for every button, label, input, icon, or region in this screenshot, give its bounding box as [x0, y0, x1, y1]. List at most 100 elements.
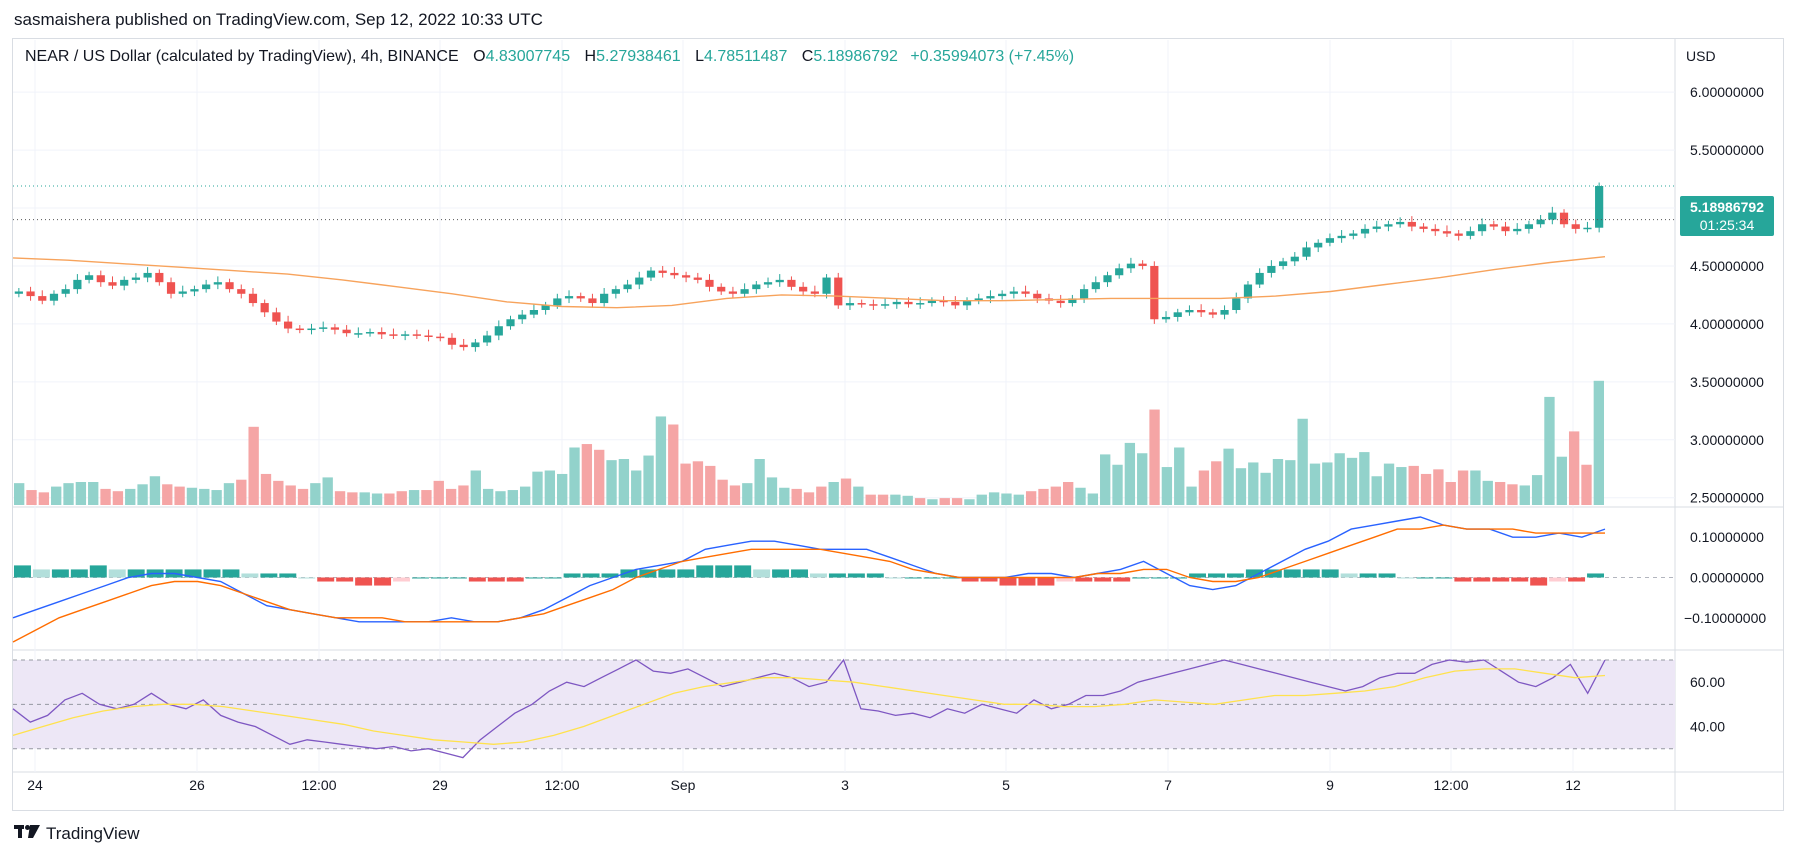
- candle-body: [635, 277, 644, 285]
- candle-body: [1595, 186, 1604, 228]
- volume-bar: [1556, 456, 1567, 505]
- legend-symbol: NEAR / US Dollar (calculated by TradingV…: [25, 48, 459, 65]
- candle-body: [518, 314, 527, 320]
- volume-bar: [729, 485, 741, 505]
- volume-bar: [1211, 461, 1222, 505]
- volume-bar: [334, 491, 346, 505]
- volume-bar: [680, 463, 691, 505]
- macd-histogram-bar: [336, 577, 354, 582]
- candle-body: [623, 284, 632, 290]
- volume-bar: [38, 492, 50, 505]
- volume-bar: [1075, 487, 1086, 505]
- volume-bar: [902, 495, 913, 505]
- volume-bar: [495, 491, 506, 505]
- volume-bar: [1482, 480, 1493, 505]
- macd-histogram-bar: [1151, 577, 1169, 579]
- volume-bar: [1396, 467, 1407, 505]
- volume-bar: [1223, 448, 1234, 505]
- volume-bar: [1248, 462, 1259, 505]
- price-tick-label: 2.50000000: [1690, 490, 1764, 506]
- candle-body: [799, 286, 808, 292]
- macd-histogram-bar: [961, 577, 979, 582]
- candle-body: [354, 333, 363, 335]
- volume-bar: [717, 479, 728, 505]
- volume-bar: [890, 494, 901, 505]
- volume-bar: [408, 490, 420, 505]
- macd-histogram-bar: [1492, 577, 1510, 582]
- volume-bar: [421, 490, 432, 505]
- legend-high-value: 5.27938461: [596, 48, 681, 65]
- bar-countdown: 01:25:34: [1699, 217, 1755, 233]
- last-price-value: 5.18986792: [1690, 199, 1764, 215]
- last-price-tag: 5.18986792 01:25:34: [1680, 196, 1774, 236]
- macd-histogram-bar: [999, 577, 1017, 586]
- macd-histogram-bar: [696, 565, 714, 578]
- candle-body: [401, 334, 410, 336]
- volume-bar: [1334, 453, 1345, 505]
- volume-bar: [1445, 482, 1456, 505]
- price-tick-label: 4.50000000: [1690, 258, 1764, 274]
- macd-histogram-bar: [923, 577, 941, 579]
- rsi-tick-label: 40.00: [1690, 719, 1725, 735]
- volume-bar: [1494, 482, 1506, 505]
- macd-histogram-bar: [1454, 577, 1472, 582]
- volume-bar: [1593, 380, 1604, 505]
- volume-bar: [1581, 464, 1592, 505]
- candle-body: [822, 277, 831, 294]
- macd-histogram-bar: [51, 569, 69, 578]
- macd-histogram-bar: [506, 577, 524, 582]
- candle-body: [740, 289, 749, 294]
- macd-histogram-bar: [1226, 573, 1244, 578]
- macd-line: [12, 516, 1606, 623]
- candle-body: [26, 291, 35, 297]
- macd-histogram-bar: [279, 573, 297, 578]
- candle-body: [1068, 298, 1077, 304]
- candle-body: [1278, 261, 1288, 266]
- macd-histogram-bar: [1302, 569, 1320, 578]
- volume-bar: [507, 490, 518, 505]
- volume-bar: [914, 498, 926, 505]
- macd-histogram-bar: [620, 569, 638, 578]
- macd-histogram-bar: [885, 577, 903, 579]
- volume-bar: [581, 444, 593, 505]
- macd-histogram-bar: [203, 569, 221, 578]
- candle-body: [1220, 310, 1229, 315]
- macd-tick-label: −0.10000000: [1684, 610, 1766, 626]
- volume-bar: [951, 498, 963, 505]
- volume-bar: [594, 449, 605, 505]
- volume-bar: [384, 493, 395, 505]
- macd-histogram-bar: [1530, 577, 1548, 586]
- candle-body: [1302, 247, 1311, 257]
- volume-bar: [1322, 462, 1333, 505]
- volume-bar: [606, 460, 617, 505]
- volume-bar: [1100, 454, 1111, 505]
- candle-body: [248, 293, 258, 304]
- candle-body: [213, 282, 222, 285]
- candle-body: [845, 303, 855, 306]
- time-tick-label: 3: [841, 777, 849, 793]
- candle-body: [916, 303, 925, 305]
- candle-body: [307, 328, 316, 331]
- candle-body: [763, 282, 773, 285]
- volume-bar: [14, 483, 25, 505]
- candle-body: [190, 289, 199, 292]
- macd-histogram-bar: [1264, 569, 1282, 578]
- candle-body: [1009, 291, 1018, 294]
- legend-high-label: H: [584, 48, 597, 65]
- candle-body: [1079, 289, 1089, 299]
- candle-body: [1431, 228, 1440, 232]
- macd-histogram-bar: [32, 569, 50, 578]
- candle-body: [1290, 256, 1299, 262]
- candle-body: [810, 291, 819, 294]
- candle-body: [752, 284, 761, 290]
- legend-open-value: 4.83007745: [485, 48, 571, 65]
- tradingview-brand[interactable]: TradingView: [14, 823, 140, 845]
- volume-bar: [273, 480, 284, 505]
- candle-body: [1091, 282, 1100, 290]
- publisher-line: sasmaishera published on TradingView.com…: [14, 10, 543, 29]
- candle-body: [1583, 227, 1592, 230]
- volume-bar: [26, 490, 37, 505]
- macd-histogram-bar: [847, 573, 865, 578]
- candle-body: [529, 310, 539, 315]
